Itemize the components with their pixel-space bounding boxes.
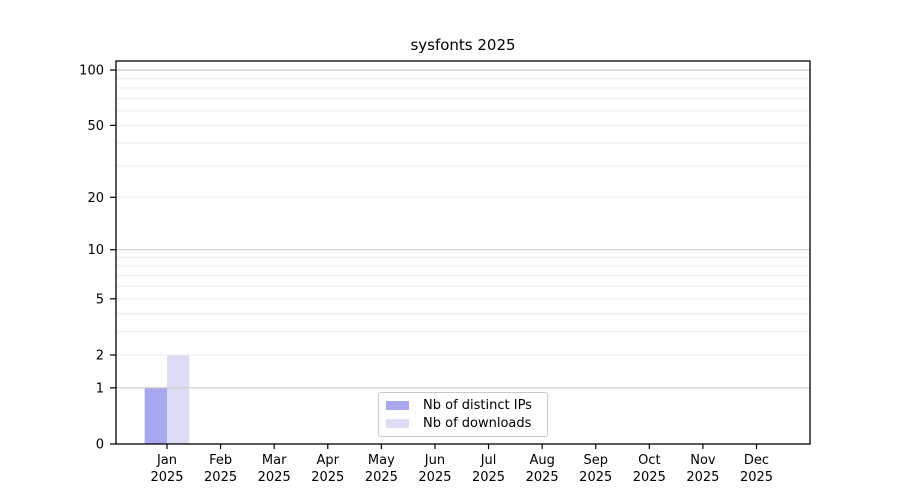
legend-label-downloads: Nb of downloads bbox=[423, 416, 532, 431]
x-tick-label-month-jul: Jul bbox=[480, 453, 497, 468]
x-tick-label-month-mar: Mar bbox=[262, 453, 287, 468]
y-tick-label-10: 10 bbox=[87, 243, 104, 258]
legend-item-distinct-ips: Nb of distinct IPs bbox=[386, 398, 547, 413]
legend-label-distinct-ips: Nb of distinct IPs bbox=[423, 398, 532, 413]
x-tick-label-year-apr: 2025 bbox=[311, 470, 344, 485]
plot-frame bbox=[115, 60, 811, 445]
x-tick-label-year-jul: 2025 bbox=[472, 470, 505, 485]
legend-swatch-downloads bbox=[386, 419, 409, 428]
x-tick-label-month-apr: Apr bbox=[317, 453, 340, 468]
x-tick-label-year-nov: 2025 bbox=[686, 470, 719, 485]
y-tick-label-2: 2 bbox=[96, 348, 104, 363]
y-tick-label-0: 0 bbox=[96, 438, 104, 453]
x-tick-label-month-dec: Dec bbox=[744, 453, 769, 468]
x-tick-label-year-aug: 2025 bbox=[526, 470, 559, 485]
x-tick-label-month-sep: Sep bbox=[583, 453, 608, 468]
x-tick-label-year-dec: 2025 bbox=[740, 470, 773, 485]
x-tick-label-month-feb: Feb bbox=[209, 453, 232, 468]
y-tick-label-1: 1 bbox=[96, 381, 104, 396]
x-tick-label-month-nov: Nov bbox=[690, 453, 716, 468]
x-tick-label-month-may: May bbox=[368, 453, 395, 468]
bar-downloads-jan bbox=[167, 354, 190, 444]
legend-swatch-distinct-ips bbox=[386, 401, 409, 410]
y-tick-label-5: 5 bbox=[96, 292, 104, 307]
x-tick-label-month-jun: Jun bbox=[424, 453, 445, 468]
x-tick-label-year-mar: 2025 bbox=[258, 470, 291, 485]
y-tick-label-100: 100 bbox=[79, 64, 104, 79]
y-tick-label-50: 50 bbox=[87, 119, 104, 134]
legend-item-downloads: Nb of downloads bbox=[386, 416, 547, 431]
x-tick-label-year-sep: 2025 bbox=[579, 470, 612, 485]
bar-distinct-ips-jan bbox=[144, 387, 167, 444]
x-tick-label-month-oct: Oct bbox=[638, 453, 660, 468]
x-tick-label-year-may: 2025 bbox=[365, 470, 398, 485]
x-tick-label-year-jan: 2025 bbox=[150, 470, 183, 485]
legend: Nb of distinct IPs Nb of downloads bbox=[378, 392, 548, 437]
x-tick-label-year-jun: 2025 bbox=[418, 470, 451, 485]
x-tick-label-year-oct: 2025 bbox=[633, 470, 666, 485]
x-tick-label-month-jan: Jan bbox=[156, 453, 177, 468]
chart-title: sysfonts 2025 bbox=[410, 36, 516, 54]
x-tick-label-year-feb: 2025 bbox=[204, 470, 237, 485]
y-tick-label-20: 20 bbox=[87, 191, 104, 206]
x-tick-label-month-aug: Aug bbox=[529, 453, 554, 468]
